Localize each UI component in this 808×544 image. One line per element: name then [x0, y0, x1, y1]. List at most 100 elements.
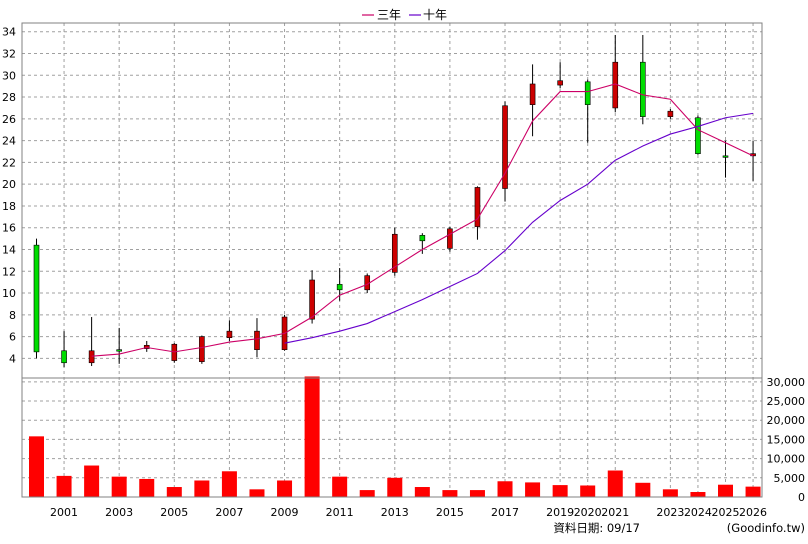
price-tick-label: 34 [2, 26, 16, 39]
candle-body [447, 228, 453, 249]
price-tick-label: 24 [2, 135, 16, 148]
volume-tick-label: 20,000 [767, 414, 806, 427]
volume-y-axis: 0 5,000 10,000 15,000 20,000 25,000 30,000 [767, 376, 806, 504]
candle-body [226, 330, 233, 339]
x-tick-label: 2009 [271, 506, 299, 519]
price-tick-label: 30 [2, 69, 16, 82]
volume-bar [442, 490, 458, 497]
x-tick-label: 2024 [684, 506, 712, 519]
x-tick-label: 2005 [160, 506, 188, 519]
price-tick-label: 14 [2, 244, 16, 257]
price-tick-label: 6 [9, 331, 16, 344]
price-tick-label: 22 [2, 156, 16, 169]
candle-body [88, 350, 95, 364]
x-tick-label: 2001 [50, 506, 78, 519]
volume-bar [580, 485, 596, 497]
footer-source: (Goodinfo.tw) [727, 521, 805, 535]
candle-body [61, 350, 67, 364]
x-tick-label: 2013 [381, 506, 409, 519]
legend: 三年 十年 [362, 8, 447, 22]
volume-bar [414, 487, 430, 497]
candle-body [33, 244, 40, 353]
candle-body [419, 235, 426, 242]
volume-bar [249, 489, 265, 497]
volume-tick-label: 15,000 [767, 433, 806, 446]
volume-bar [304, 376, 320, 497]
volume-bar [359, 490, 375, 497]
x-tick-label: 2003 [105, 506, 133, 519]
candle-body [199, 336, 205, 362]
moving-average-lines [91, 83, 754, 357]
plot-frame [21, 22, 763, 498]
candle-body [336, 284, 343, 291]
volume-bar [56, 475, 72, 497]
volume-bar [166, 487, 182, 497]
volume-bar [469, 490, 485, 497]
candle-body [557, 80, 563, 86]
candle-body [391, 233, 398, 273]
x-tick-label: 2011 [326, 506, 354, 519]
volume-bar [662, 489, 678, 497]
price-y-axis: 4 6 8 10 12 14 16 18 20 22 24 26 28 30 32 34 [2, 26, 16, 366]
candle-body [116, 349, 122, 352]
price-tick-label: 4 [9, 352, 16, 365]
x-tick-label: 2025 [712, 506, 740, 519]
candle-body [474, 187, 481, 227]
x-tick-label: 2019 [546, 506, 574, 519]
candle-body [667, 110, 674, 117]
x-tick-label: 2017 [491, 506, 519, 519]
volume-bar [387, 477, 403, 497]
volume-bar [277, 480, 293, 497]
x-tick-label: 2026 [739, 506, 767, 519]
candle-body [529, 83, 536, 105]
volume-bar [552, 485, 568, 497]
price-tick-label: 16 [2, 222, 16, 235]
price-tick-label: 8 [9, 309, 16, 322]
volume-bar [607, 470, 623, 497]
candle-body [254, 330, 260, 350]
legend-label-十年: 十年 [423, 8, 447, 22]
volume-bar [194, 480, 210, 497]
price-tick-label: 28 [2, 91, 16, 104]
x-tick-label: 2023 [656, 506, 684, 519]
x-tick-label: 2020 [574, 506, 602, 519]
x-tick-label: 2015 [436, 506, 464, 519]
volume-bar [690, 492, 706, 497]
volume-tick-label: 10,000 [767, 453, 806, 466]
x-tick-label: 2007 [215, 506, 243, 519]
price-tick-label: 18 [2, 200, 16, 213]
volume-bar [332, 476, 348, 497]
legend-label-三年: 三年 [377, 8, 401, 22]
footer-date: 資料日期: 09/17 [553, 521, 640, 535]
price-tick-label: 32 [2, 47, 16, 60]
candle-body [640, 61, 646, 117]
volume-bar [497, 481, 513, 497]
ma-line-十年 [284, 112, 754, 344]
price-tick-label: 20 [2, 178, 16, 191]
volume-bars [29, 376, 761, 497]
volume-bar [221, 471, 237, 497]
ma-line-三年 [91, 83, 754, 357]
volume-bar [139, 478, 155, 497]
candle-body [722, 155, 729, 158]
x-axis: 2001 2003 2005 2007 2009 2011 2013 2015 2017 2019… [50, 506, 767, 519]
volume-tick-label: 25,000 [767, 395, 806, 408]
candle-body [309, 279, 315, 320]
price-tick-label: 12 [2, 265, 16, 278]
volume-bar [29, 436, 44, 497]
volume-bar [718, 484, 733, 497]
volume-bar [84, 465, 100, 497]
volume-bar [745, 486, 761, 497]
volume-bar [635, 482, 651, 497]
volume-tick-label: 0 [798, 491, 805, 504]
candle-body [584, 81, 591, 105]
grid [22, 23, 762, 497]
price-tick-label: 10 [2, 287, 16, 300]
candle-body [502, 105, 508, 189]
x-tick-label: 2021 [601, 506, 629, 519]
volume-bar [111, 476, 127, 497]
candle-body [695, 117, 701, 154]
price-tick-label: 26 [2, 113, 16, 126]
